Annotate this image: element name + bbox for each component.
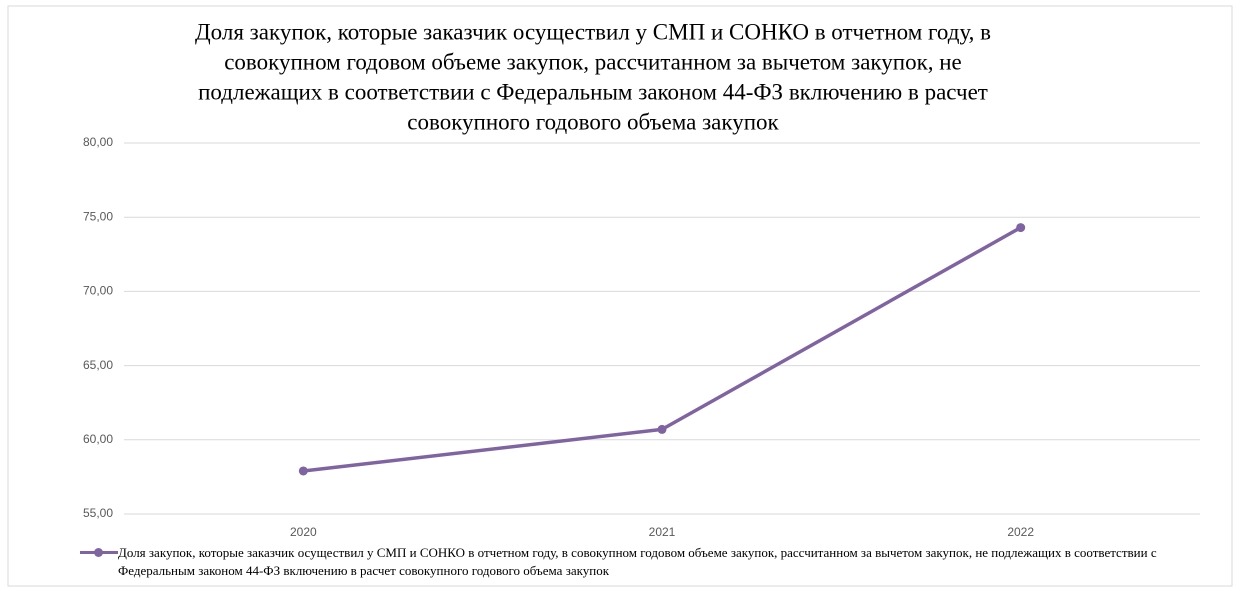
y-tick-label: 70,00 (83, 284, 113, 298)
chart-title: совокупного годового объема закупок (407, 109, 779, 134)
x-tick-label: 2022 (1007, 525, 1034, 539)
chart-title: совокупном годовом объеме закупок, рассч… (224, 49, 962, 74)
chart-frame (7, 5, 1233, 587)
y-tick-label: 60,00 (83, 432, 113, 446)
y-tick-label: 55,00 (83, 506, 113, 520)
chart-title: подлежащих в соответствии с Федеральным … (198, 79, 988, 104)
point (1016, 223, 1026, 233)
y-tick-label: 80,00 (83, 135, 113, 149)
line (303, 226, 1022, 473)
chart-title: Доля закупок, которые заказчик осуществи… (195, 19, 991, 44)
point (657, 424, 667, 434)
legend-label: Доля закупок, которые заказчик осуществи… (118, 545, 1157, 578)
legend-marker (94, 548, 103, 557)
x-tick-label: 2020 (290, 525, 317, 539)
y-tick-label: 75,00 (83, 209, 113, 223)
y-tick-label: 65,00 (83, 358, 113, 372)
x-tick-label: 2021 (649, 525, 676, 539)
point (298, 466, 308, 476)
